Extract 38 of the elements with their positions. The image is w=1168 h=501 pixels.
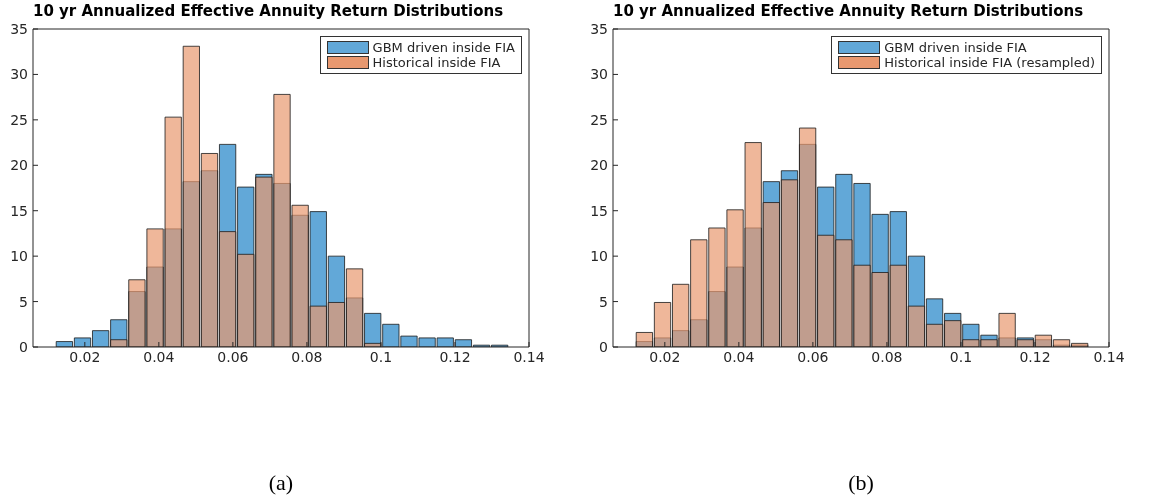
y-tick-label: 5 — [19, 293, 28, 310]
legend-label: GBM driven inside FIA — [372, 40, 515, 55]
chart-title: 10 yr Annualized Effective Annuity Return Distributions — [33, 2, 505, 20]
x-tick-label: 0.04 — [723, 348, 755, 365]
x-tick-label: 0.1 — [369, 348, 393, 365]
legend-label: GBM driven inside FIA — [884, 40, 1027, 55]
y-tick-label: 30 — [590, 66, 608, 83]
x-tick-label: 0.04 — [143, 348, 175, 365]
y-tick-label: 20 — [590, 157, 608, 174]
y-tick-label: 30 — [10, 66, 28, 83]
x-tick-label: 0.1 — [949, 348, 973, 365]
y-tick-label: 25 — [10, 111, 28, 128]
y-tick-label: 10 — [590, 248, 608, 265]
x-tick-label: 0.08 — [291, 348, 323, 365]
x-tick-label: 0.08 — [871, 348, 903, 365]
chart-title: 10 yr Annualized Effective Annuity Return Distributions — [613, 2, 1085, 20]
legend-label: Historical inside FIA (resampled) — [884, 55, 1095, 70]
x-tick-label: 0.14 — [513, 348, 545, 365]
y-tick-label: 15 — [10, 202, 28, 219]
x-tick-label: 0.12 — [439, 348, 471, 365]
x-tick-label: 0.02 — [69, 348, 101, 365]
legend-label: Historical inside FIA — [372, 55, 501, 70]
y-tick-label: 5 — [599, 293, 608, 310]
x-tick-label: 0.14 — [1093, 348, 1125, 365]
y-tick-label: 0 — [599, 338, 608, 355]
y-tick-label: 10 — [10, 248, 28, 265]
text: (a) — [267, 470, 295, 496]
x-tick-label: 0.12 — [1019, 348, 1051, 365]
y-tick-label: 20 — [10, 157, 28, 174]
text: (b) — [847, 470, 875, 496]
x-tick-label: 0.02 — [649, 348, 681, 365]
x-tick-label: 0.06 — [797, 348, 829, 365]
x-tick-label: 0.06 — [217, 348, 249, 365]
y-tick-label: 35 — [590, 20, 608, 37]
y-tick-label: 15 — [590, 202, 608, 219]
y-tick-label: 25 — [590, 111, 608, 128]
y-tick-label: 0 — [19, 338, 28, 355]
y-tick-label: 35 — [10, 20, 28, 37]
